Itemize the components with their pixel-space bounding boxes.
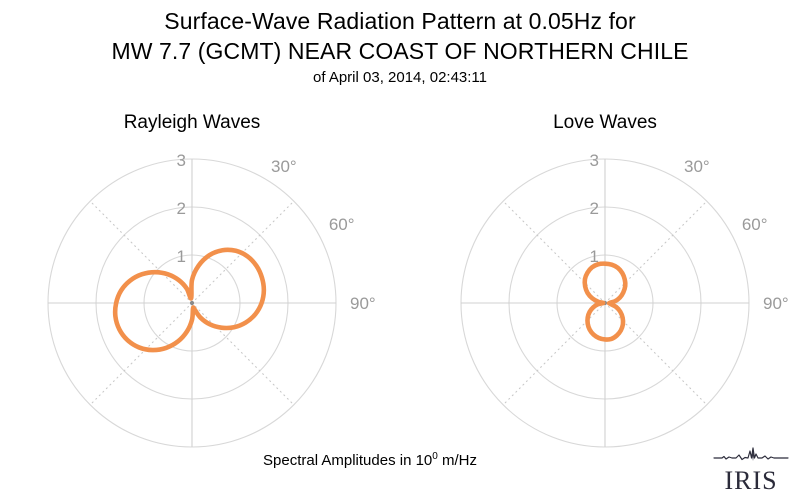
radiation-pattern-curve-love [582, 261, 628, 342]
spoke-135deg [604, 302, 708, 406]
spoke-225deg [502, 302, 606, 406]
radiation-pattern-curve-rayleigh [112, 247, 267, 353]
figure-title-line-2: MW 7.7 (GCMT) NEAR COAST OF NORTHERN CHI… [111, 38, 689, 64]
angle-tick-label-90: 90° [350, 294, 376, 313]
panel-title-love: Love Waves [553, 112, 657, 133]
spectral-amplitude-caption: Spectral Amplitudes in 100 m/Hz [0, 451, 740, 470]
seismograph-trace-icon [713, 447, 789, 461]
figure-title-subtitle: of April 03, 2014, 02:43:11 [312, 69, 488, 86]
angle-tick-label-60: 60° [742, 215, 768, 234]
plot-center-dot [189, 300, 195, 306]
radial-tick-label-2: 2 [177, 199, 186, 218]
caption-suffix: m/Hz [437, 452, 477, 469]
iris-wordmark: IRIS [724, 466, 778, 495]
angle-tick-label-60: 60° [329, 215, 355, 234]
angle-tick-label-30: 30° [271, 157, 297, 176]
figure-title-line-1: Surface-Wave Radiation Pattern at 0.05Hz… [164, 8, 636, 34]
angle-tick-label-90: 90° [763, 294, 789, 313]
spoke-315deg [89, 200, 193, 304]
angle-tick-label-30: 30° [684, 157, 710, 176]
spoke-45deg [191, 200, 295, 304]
radial-tick-label-2: 2 [590, 199, 599, 218]
spoke-315deg [502, 200, 606, 304]
caption-exponent: 0 [432, 451, 438, 462]
polar-panel-love: 1 2 3 30° 60° 90° [460, 151, 789, 448]
spoke-225deg [89, 302, 193, 406]
iris-logo: IRIS [712, 447, 790, 494]
figure-title-block: Surface-Wave Radiation Pattern at 0.05Hz… [0, 6, 800, 90]
panel-title-rayleigh: Rayleigh Waves [123, 112, 261, 133]
spoke-135deg [191, 302, 295, 406]
radial-tick-label-3: 3 [590, 151, 599, 170]
caption-prefix: Spectral Amplitudes in 10 [263, 452, 433, 469]
spoke-45deg [604, 200, 708, 304]
radial-tick-label-3: 3 [177, 151, 186, 170]
radial-tick-label-1: 1 [177, 247, 186, 266]
polar-panel-rayleigh: 1 2 3 30° 60° 90° [47, 151, 376, 448]
radial-tick-label-1: 1 [590, 247, 599, 266]
